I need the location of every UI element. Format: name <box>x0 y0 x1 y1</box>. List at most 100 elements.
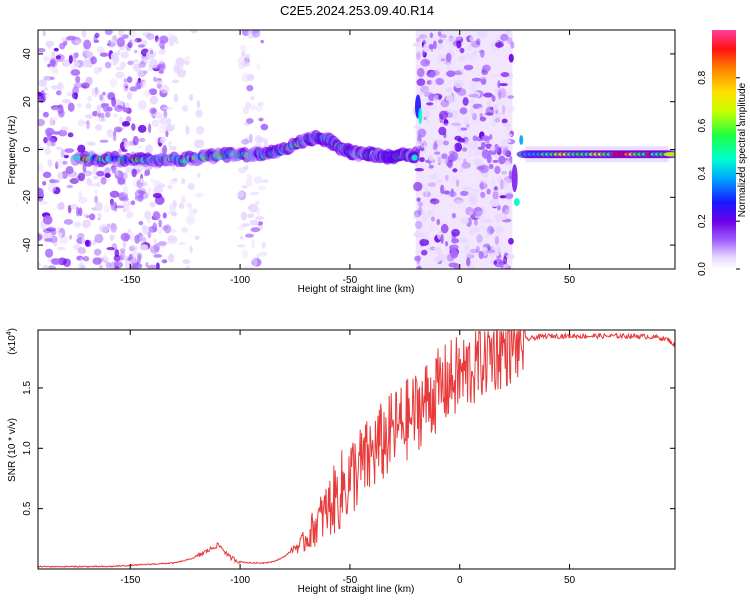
heatmap-cell <box>152 188 159 194</box>
heatmap-cell <box>480 191 486 198</box>
heatmap-cell <box>122 172 128 180</box>
heatmap-cell <box>47 63 51 68</box>
heatmap-cell <box>427 209 434 217</box>
heatmap-cell <box>492 103 498 112</box>
heatmap-cell <box>421 249 428 256</box>
colorbar-tick-label: 0.0 <box>697 262 708 276</box>
heatmap-cell <box>151 119 160 128</box>
heatmap-cell <box>490 48 501 52</box>
heatmap-cell <box>491 95 496 102</box>
heatmap-cell <box>72 221 82 229</box>
y-tick-label: 20 <box>22 96 33 108</box>
heatmap-cell <box>184 61 190 65</box>
heatmap-cell <box>440 223 449 234</box>
heatmap-cell <box>440 234 444 244</box>
heatmap-cell <box>96 181 101 188</box>
heatmap-cell <box>436 218 441 226</box>
heatmap-cell <box>77 262 86 269</box>
heatmap-cell <box>123 82 129 92</box>
heatmap-cell <box>82 255 90 262</box>
heatmap-cell <box>433 142 438 151</box>
heatmap-cell <box>500 33 509 42</box>
heatmap-cell <box>178 242 187 246</box>
heatmap-cell <box>500 71 510 78</box>
heatmap-cell <box>99 139 109 143</box>
heatmap-cell <box>493 143 500 153</box>
heatmap-cell <box>120 51 129 59</box>
heatmap-cell <box>247 206 253 211</box>
heatmap-cell <box>134 49 138 54</box>
heatmap-cell <box>114 170 124 180</box>
heatmap-blobs <box>38 30 675 269</box>
heatmap-cell <box>246 118 254 124</box>
colorbar-label: Normalized spectral amplitude <box>737 82 748 217</box>
y-tick-label: 0 <box>22 146 33 152</box>
heatmap-cell <box>80 82 90 89</box>
heatmap-cell <box>451 238 460 244</box>
heatmap-cell <box>128 253 133 260</box>
heatmap-cell <box>172 165 176 172</box>
heatmap-cell <box>134 189 144 199</box>
heatmap-cell <box>419 147 425 151</box>
heatmap-cell <box>119 251 126 261</box>
heatmap-cell <box>476 165 485 171</box>
heatmap-cell <box>446 70 456 77</box>
heatmap-cell <box>134 80 144 90</box>
heatmap-cell <box>86 59 94 68</box>
heatmap-cell <box>449 245 455 251</box>
heatmap-cell <box>189 93 194 101</box>
snr-y-label: SNR (10 * v/v) <box>7 418 18 482</box>
heatmap-cell <box>123 78 128 83</box>
heatmap-cell <box>494 42 504 48</box>
heatmap-cell <box>484 112 494 116</box>
heatmap-cell <box>120 232 131 242</box>
heatmap-cell <box>241 249 249 259</box>
heatmap-cell <box>663 152 675 157</box>
heatmap-cell <box>425 111 431 118</box>
heatmap-cell <box>250 95 255 101</box>
y-tick-label: 1.0 <box>22 441 33 455</box>
heatmap-cell <box>454 199 464 205</box>
heatmap-cell <box>495 101 503 106</box>
heatmap-cell <box>41 76 46 85</box>
heatmap-cell <box>50 138 56 147</box>
heatmap-cell <box>443 118 449 126</box>
heatmap-cell <box>147 264 158 269</box>
heatmap-cell <box>491 178 495 185</box>
heatmap-cell <box>256 62 261 70</box>
heatmap-cell <box>451 109 459 120</box>
heatmap-cell <box>451 212 457 219</box>
heatmap-cell <box>491 113 502 122</box>
spectrogram-x-ticks: -150 -100 -50 0 50 <box>120 30 576 286</box>
heatmap-cell <box>93 39 100 44</box>
heatmap-cell <box>131 38 138 44</box>
heatmap-cell <box>81 237 86 245</box>
heatmap-cell <box>109 234 115 241</box>
heatmap-cell <box>429 80 437 85</box>
heatmap-cell <box>47 265 57 269</box>
heatmap-cell <box>498 112 504 116</box>
colorbar-gradient <box>712 30 736 269</box>
heatmap-cell <box>113 113 118 118</box>
snr-y-multiplier-exp: 4 <box>6 331 13 335</box>
heatmap-cell <box>148 88 158 96</box>
heatmap-cell <box>480 49 485 58</box>
heatmap-cell <box>42 111 49 118</box>
heatmap-cell <box>247 30 256 39</box>
heatmap-cell <box>415 37 421 43</box>
heatmap-cell <box>96 46 105 54</box>
heatmap-cell <box>416 78 426 86</box>
heatmap-cell <box>237 191 244 198</box>
heatmap-cell <box>459 47 465 54</box>
heatmap-cell <box>38 162 44 173</box>
heatmap-cell <box>489 145 496 152</box>
heatmap-cell <box>196 100 201 109</box>
heatmap-cell <box>123 185 129 196</box>
heatmap-cell <box>57 257 67 266</box>
heatmap-cell <box>257 102 264 107</box>
heatmap-cell <box>467 207 472 215</box>
heatmap-cell <box>46 227 57 232</box>
heatmap-cell <box>424 68 428 75</box>
heatmap-cell <box>250 227 261 233</box>
heatmap-cell <box>486 153 492 164</box>
